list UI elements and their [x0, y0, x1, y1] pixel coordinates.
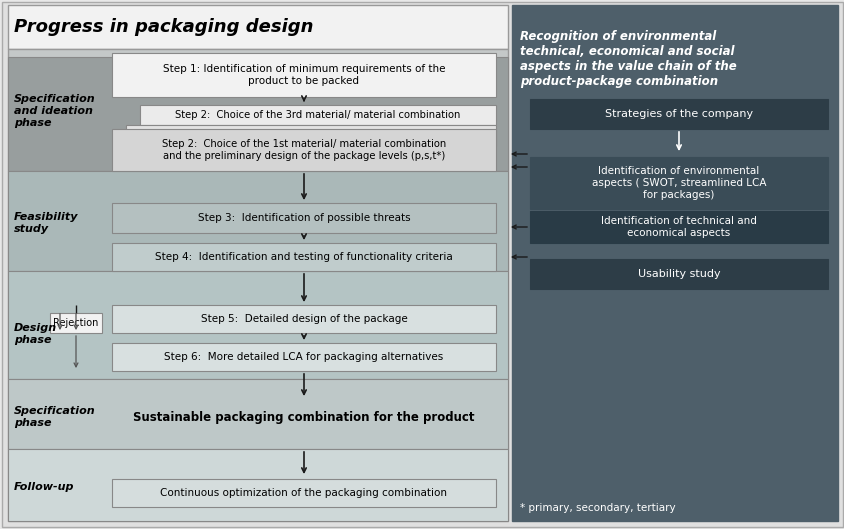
Text: Usability study: Usability study — [637, 269, 719, 279]
Text: Sustainable packaging combination for the product: Sustainable packaging combination for th… — [133, 411, 474, 424]
Text: Specification
and ideation
phase: Specification and ideation phase — [14, 94, 95, 127]
Bar — [8, 449, 507, 521]
Text: Step 3:  Identification of possible threats: Step 3: Identification of possible threa… — [197, 213, 410, 223]
Text: Design
phase: Design phase — [14, 323, 57, 345]
Bar — [112, 243, 495, 271]
Bar — [112, 305, 495, 333]
Text: Specification
phase: Specification phase — [14, 406, 95, 428]
Bar — [8, 5, 507, 49]
Bar — [529, 259, 827, 289]
Bar — [529, 211, 827, 243]
Text: Step 2:  Choice of the 2nd material/ material combination: Step 2: Choice of the 2nd material/ mate… — [167, 131, 454, 141]
Text: Step 1: Identification of minimum requirements of the
product to be packed: Step 1: Identification of minimum requir… — [163, 64, 445, 86]
Text: Progress in packaging design: Progress in packaging design — [14, 18, 313, 36]
Text: Step 2:  Choice of the 3rd material/ material combination: Step 2: Choice of the 3rd material/ mate… — [175, 110, 460, 120]
Bar — [112, 129, 495, 171]
Text: Step 4:  Identification and testing of functionality criteria: Step 4: Identification and testing of fu… — [155, 252, 452, 262]
Bar — [8, 271, 507, 379]
Bar — [112, 203, 495, 233]
Text: Recognition of environmental
technical, economical and social
aspects in the val: Recognition of environmental technical, … — [519, 30, 736, 88]
Bar — [140, 105, 495, 125]
Text: Feasibility
study: Feasibility study — [14, 212, 78, 234]
Bar — [529, 157, 827, 209]
Text: Step 2:  Choice of the 1st material/ material combination
and the preliminary de: Step 2: Choice of the 1st material/ mate… — [162, 139, 446, 161]
Text: Strategies of the company: Strategies of the company — [604, 109, 752, 119]
Bar — [50, 313, 102, 333]
Bar — [112, 343, 495, 371]
Text: Follow-up: Follow-up — [14, 482, 74, 492]
Bar — [8, 49, 507, 521]
Text: Identification of environmental
aspects ( SWOT, streamlined LCA
for packages): Identification of environmental aspects … — [591, 167, 766, 199]
Text: Continuous optimization of the packaging combination: Continuous optimization of the packaging… — [160, 488, 447, 498]
Bar — [529, 99, 827, 129]
Text: Step 5:  Detailed design of the package: Step 5: Detailed design of the package — [200, 314, 407, 324]
Bar — [8, 379, 507, 449]
Bar — [8, 57, 507, 171]
Bar — [112, 479, 495, 507]
Text: Step 6:  More detailed LCA for packaging alternatives: Step 6: More detailed LCA for packaging … — [165, 352, 443, 362]
Bar — [112, 53, 495, 97]
Text: Rejection: Rejection — [53, 318, 99, 328]
Bar — [511, 5, 837, 521]
Bar — [8, 171, 507, 271]
Text: * primary, secondary, tertiary: * primary, secondary, tertiary — [519, 503, 675, 513]
Text: Identification of technical and
economical aspects: Identification of technical and economic… — [600, 216, 756, 238]
Bar — [126, 125, 495, 146]
